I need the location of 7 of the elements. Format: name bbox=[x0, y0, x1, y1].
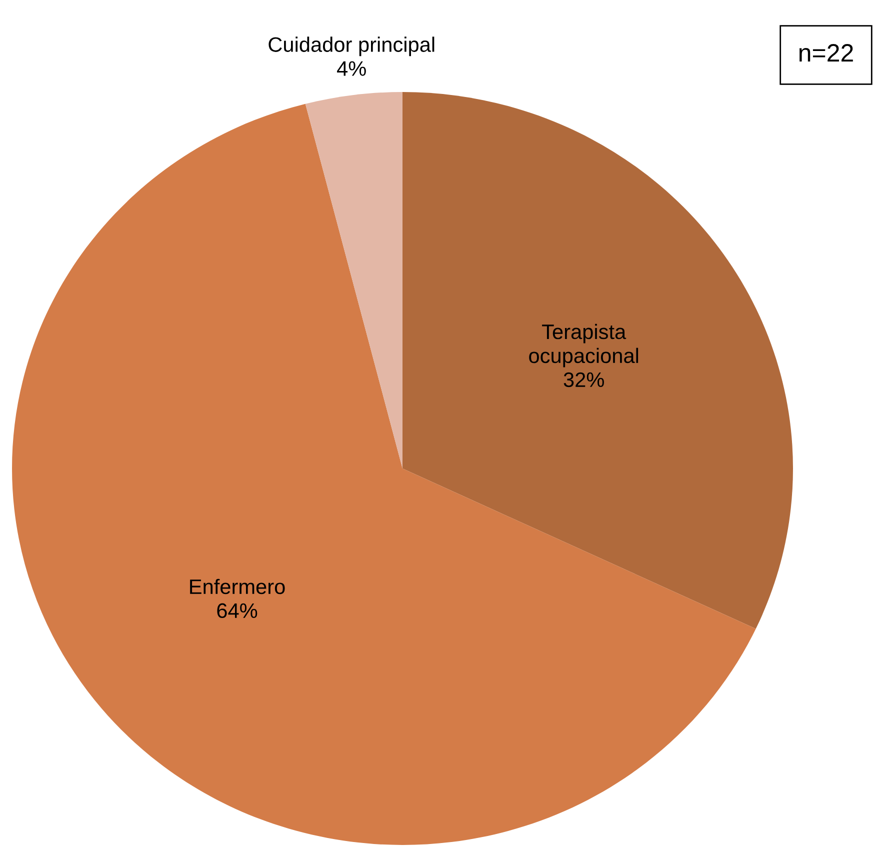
slice-label: Terapista ocupacional bbox=[529, 324, 638, 368]
slice-label: Enfermero bbox=[190, 578, 285, 594]
data-label: 32% bbox=[564, 372, 604, 388]
data-label: 64% bbox=[217, 603, 258, 618]
text: n=22 bbox=[800, 44, 853, 62]
slice-label: Cuidador principal bbox=[268, 36, 434, 56]
data-label: 4% bbox=[337, 61, 366, 76]
